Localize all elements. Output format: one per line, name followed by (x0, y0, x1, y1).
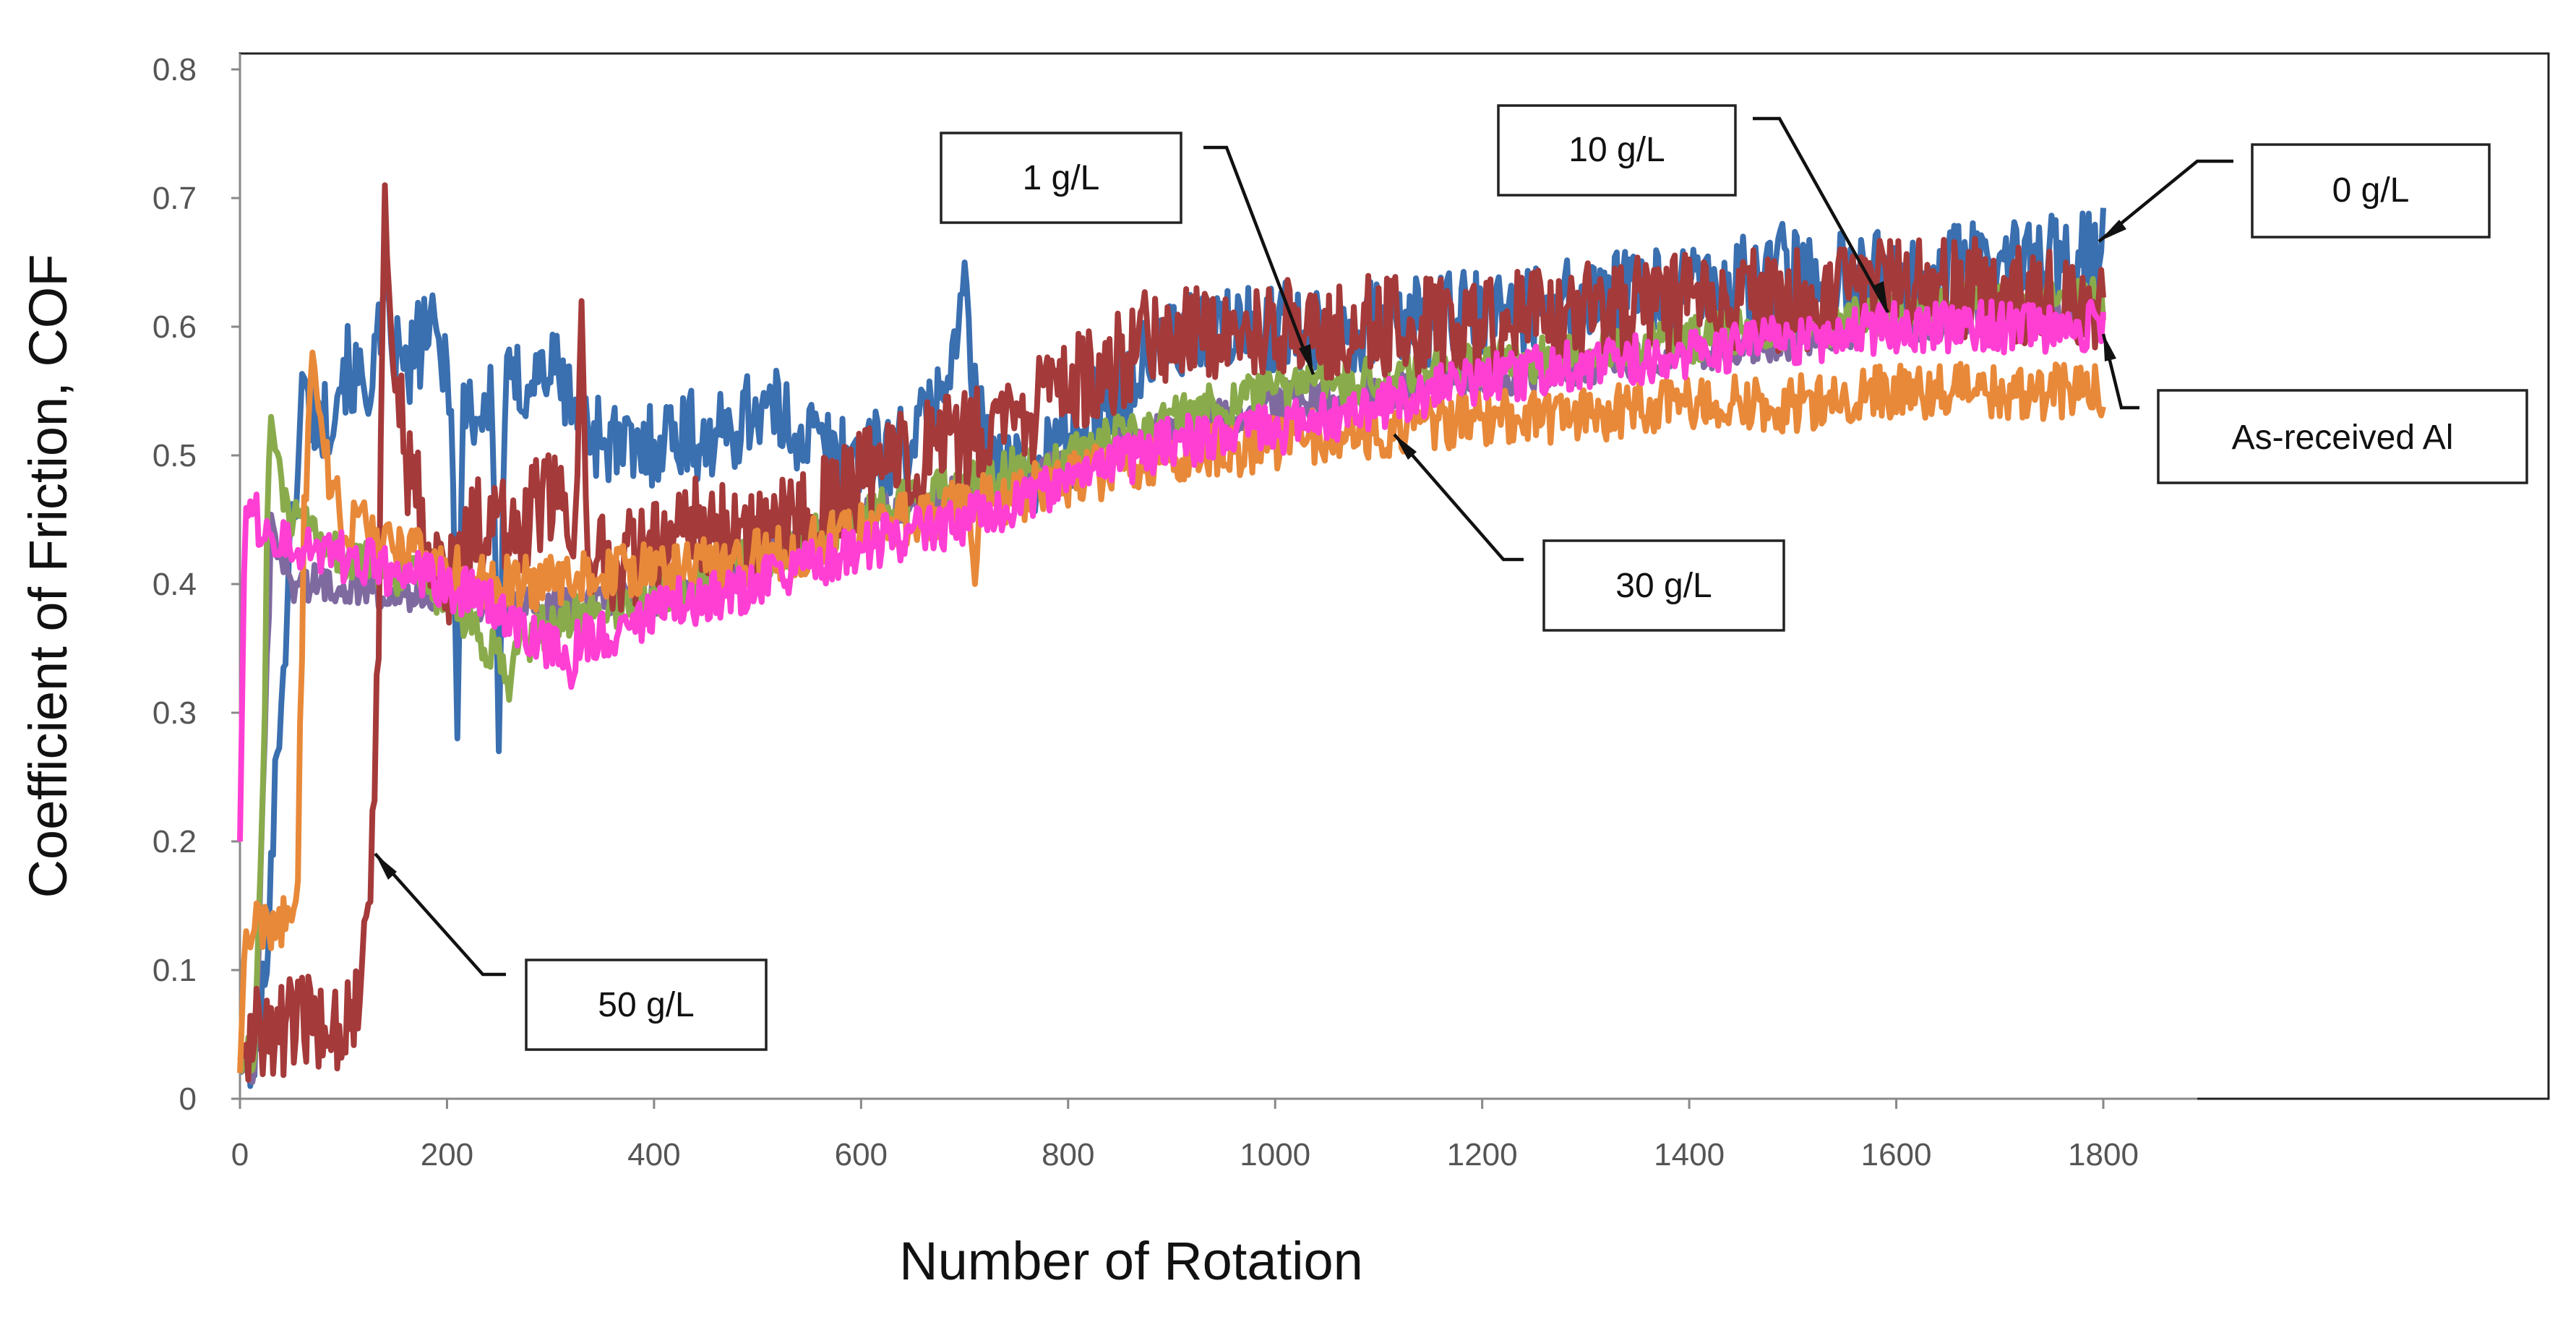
annotation-50gl-box (525, 959, 768, 1051)
annotation-10gl-arrowhead (1872, 281, 1888, 312)
y-axis-title: Coefficient of Friction, COF (18, 254, 78, 898)
series-layer (237, 182, 2106, 1089)
annotation-30gl-arrowhead (1394, 434, 1417, 460)
annotation-0gl-label: 0 g/L (2332, 171, 2410, 210)
annotation-1gl-arrowhead (1299, 344, 1313, 374)
x-tick-label: 1200 (1447, 1137, 1518, 1172)
annotation-50gl-arrowhead (375, 854, 397, 880)
annotation-0gl: 0 g/L (2098, 143, 2491, 243)
annotation-asrec: As-received Al (2101, 333, 2528, 484)
y-tick-label: 0.3 (153, 695, 197, 731)
annotation-1gl-box (940, 132, 1182, 224)
annotation-0gl-arrow (2098, 159, 2233, 243)
x-axis-ticks: 0 200 400 600 800 1000 1200 1400 1600 1800 (231, 1099, 2139, 1172)
annotation-10gl-arrow (1753, 116, 1889, 314)
series-line-50-g-l (237, 182, 2106, 1083)
annotation-10gl-label: 10 g/L (1568, 131, 1665, 169)
y-tick-label: 0.4 (153, 567, 197, 602)
x-tick-label: 0 (231, 1137, 249, 1172)
annotation-30gl-label: 30 g/L (1615, 567, 1712, 605)
annotation-1gl: 1 g/L (940, 132, 1315, 375)
annotation-50gl: 50 g/L (374, 852, 768, 1051)
annotation-0gl-arrowhead (2099, 220, 2126, 241)
y-tick-label: 0.1 (153, 953, 197, 988)
annotation-10gl-box (1497, 104, 1737, 197)
x-tick-label: 400 (627, 1137, 680, 1172)
annotation-30gl: 30 g/L (1393, 433, 1785, 632)
x-tick-label: 1000 (1240, 1137, 1310, 1172)
x-tick-label: 1600 (1861, 1137, 1932, 1172)
y-tick-label: 0.6 (153, 309, 197, 345)
series-line-as-received-al (237, 299, 2106, 842)
y-tick-label: 0.5 (153, 438, 197, 473)
x-tick-label: 800 (1042, 1137, 1094, 1172)
y-tick-label: 0 (179, 1081, 197, 1117)
y-axis-ticks: 0 0.1 0.2 0.3 0.4 0.5 0.6 0.7 0.8 (153, 52, 240, 1117)
annotation-50gl-label: 50 g/L (598, 986, 694, 1024)
annotation-30gl-box (1542, 539, 1785, 632)
y-tick-label: 0.8 (153, 52, 197, 87)
y-tick-label: 0.7 (153, 181, 197, 216)
x-tick-label: 1400 (1654, 1137, 1725, 1172)
x-axis-title: Number of Rotation (899, 1231, 1363, 1291)
x-tick-label: 600 (835, 1137, 888, 1172)
annotation-asrec-arrowhead (2103, 334, 2116, 361)
y-tick-label: 0.2 (153, 824, 197, 859)
annotation-50gl-arrow (374, 852, 506, 977)
annotation-1gl-arrow (1203, 145, 1315, 375)
annotation-10gl: 10 g/L (1497, 104, 1889, 314)
annotation-30gl-arrow (1393, 433, 1524, 562)
x-tick-label: 1800 (2068, 1137, 2139, 1172)
annotation-0gl-box (2251, 143, 2491, 239)
annotation-asrec-label: As-received Al (2232, 419, 2454, 457)
x-tick-label: 200 (421, 1137, 473, 1172)
annotation-1gl-label: 1 g/L (1023, 159, 1100, 197)
annotation-asrec-box (2157, 389, 2528, 484)
